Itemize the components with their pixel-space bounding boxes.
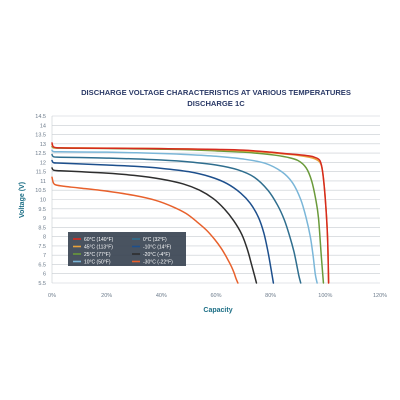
- legend-label: -20°C (-4°F): [143, 252, 170, 258]
- y-tick-label: 8: [43, 235, 46, 241]
- chart-title: DISCHARGE VOLTAGE CHARACTERISTICS AT VAR…: [81, 88, 351, 97]
- y-tick-label: 10: [40, 198, 46, 204]
- y-tick-label: 10.5: [35, 188, 46, 194]
- y-tick-label: 8.5: [38, 225, 46, 231]
- y-tick-label: 7: [43, 253, 46, 259]
- grid: [51, 115, 380, 284]
- legend-label: -10°C (14°F): [143, 244, 172, 250]
- legend-label: 25°C (77°F): [84, 252, 111, 258]
- series-lines: [51, 142, 330, 284]
- series-line: [51, 142, 330, 284]
- legend: 60°C (140°F)45°C (113°F) 25°C (77°F)10°C …: [68, 232, 186, 266]
- y-tick-label: 12: [40, 160, 46, 166]
- y-tick-label: 13.5: [35, 133, 46, 139]
- legend-label: -30°C (-22°F): [143, 259, 173, 265]
- x-tick-label: 120%: [373, 293, 387, 299]
- y-tick-label: 14: [40, 123, 46, 129]
- x-tick-label: 40%: [156, 293, 167, 299]
- legend-box: [68, 232, 186, 266]
- x-axis-title: Capacity: [203, 307, 232, 314]
- x-axis-ticks: 0% 20% 40% 60% 80% 100% 120%: [48, 293, 387, 299]
- legend-label: 10°C (50°F): [84, 259, 111, 265]
- y-tick-label: 11: [40, 179, 46, 185]
- y-tick-label: 6.5: [38, 262, 46, 268]
- legend-label: 0°C (32°F): [143, 237, 167, 243]
- y-tick-label: 12.5: [35, 151, 46, 157]
- y-tick-label: 11.5: [36, 170, 46, 176]
- y-tick-label: 7.5: [38, 244, 46, 250]
- legend-label: 45°C (113°F): [84, 244, 113, 250]
- x-tick-label: 80%: [265, 293, 276, 299]
- y-tick-label: 14.5: [35, 114, 46, 120]
- x-tick-label: 20%: [101, 293, 112, 299]
- legend-label: 60°C (140°F): [84, 237, 114, 243]
- series-line: [51, 176, 239, 284]
- y-tick-label: 13: [40, 142, 46, 148]
- y-tick-label: 6: [43, 272, 46, 278]
- y-tick-label: 5.5: [38, 281, 46, 287]
- y-tick-label: 9: [43, 216, 46, 222]
- series-line: [51, 149, 318, 284]
- x-tick-label: 100%: [318, 293, 332, 299]
- x-tick-label: 0%: [48, 293, 56, 299]
- y-axis-title: Voltage (V): [19, 182, 26, 218]
- chart-subtitle: DISCHARGE 1C: [187, 99, 245, 108]
- series-line: [51, 167, 258, 284]
- series-line: [51, 153, 302, 284]
- y-tick-label: 9.5: [38, 207, 46, 213]
- series-line: [51, 159, 275, 284]
- x-tick-label: 60%: [210, 293, 221, 299]
- y-axis-ticks: 14.5 14 13.5 13 12.5 12 11.5 11 10.5 10 9.5 9 8.5 8 7.…: [35, 114, 46, 287]
